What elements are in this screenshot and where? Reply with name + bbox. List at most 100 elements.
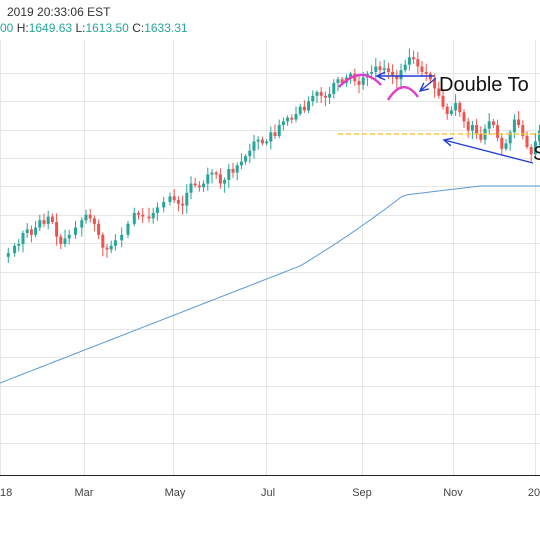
candle-body [467,121,470,130]
candle-body [303,107,306,111]
candle-body [471,125,474,130]
candle-body [500,138,503,149]
candle-body [244,156,247,161]
candle-body [64,239,67,244]
candle-body [450,110,453,114]
candle-body [110,246,113,250]
candle-body [17,244,20,246]
x-tick-label: May [165,487,186,499]
candle-body [362,77,365,84]
candle-body [391,72,394,76]
candle-body [227,169,230,180]
candle-body [80,220,83,227]
candle-body [169,196,172,201]
candle-body [43,220,46,224]
candle-body [198,185,201,187]
candle-body [416,59,419,66]
candle-body [442,96,445,107]
candle-body [34,228,37,235]
candle-body [223,180,226,184]
candle-body [206,174,209,183]
candle-body [101,235,104,248]
candle-body [148,217,151,219]
candle-body [479,134,482,139]
candle-body [337,79,340,83]
candle-body [324,96,327,98]
candle-body [211,173,214,175]
candle-body [517,120,520,125]
candle-body [114,240,117,245]
candle-body [253,142,256,151]
support-label: S [533,143,540,165]
ohlc-values: 00 H:1649.63 L:1613.50 C:1633.31 [0,20,188,36]
candle-body [475,125,478,134]
close-label: C: [132,21,144,35]
candle-body [236,165,239,172]
candle-body [30,229,33,234]
candle-body [232,169,235,173]
open-value: 00 [0,21,13,35]
candle-body [425,72,428,74]
candle-body [141,215,144,217]
candle-body [265,142,268,144]
candle-body [173,196,176,200]
low-value: 1613.50 [85,21,128,35]
ohlc-header: 2019 20:33:06 EST 00 H:1649.63 L:1613.50… [0,4,188,36]
low-label: L: [75,21,85,35]
candle-body [240,162,243,166]
candle-body [492,121,495,125]
candle-body [505,143,508,148]
candle-body [133,213,136,224]
candle-body [269,132,272,141]
candle-body [162,202,165,207]
candle-body [51,217,54,222]
candle-body [120,235,123,240]
candle-body [22,233,25,244]
candle-body [387,68,390,72]
candle-body [358,81,361,85]
candle-body [400,70,403,79]
candle-body [127,224,130,235]
candle-body [408,57,411,64]
candle-body [412,57,415,59]
candle-body [74,228,77,235]
candle-body [404,65,407,70]
candle-body [316,92,319,96]
candle-body [526,136,529,147]
candle-body [282,121,285,125]
candle-body [47,217,50,224]
candle-body [190,184,193,193]
candle-body [320,92,323,96]
candle-body [215,173,218,175]
candle-body [307,101,310,110]
candle-body [156,207,159,212]
x-tick-label: 20 [528,487,540,499]
candle-body [68,235,71,239]
candle-body [85,215,88,220]
candle-body [286,118,289,122]
candle-body [59,237,62,244]
candle-body [7,253,10,257]
candle-body [496,125,499,138]
candle-body [328,94,331,98]
candle-body [177,200,180,204]
candle-body [454,103,457,110]
candle-body [311,96,314,101]
candle-body [374,66,377,71]
candle-body [370,72,373,74]
high-label: H: [17,21,29,35]
candle-body [194,184,197,186]
candle-body [463,112,466,121]
candle-body [26,229,29,233]
candle-body [332,83,335,94]
candle-body [248,151,251,156]
close-value: 1633.31 [144,21,187,35]
arrow-to-support [444,140,533,163]
candle-body [181,204,184,206]
candle-body [257,140,260,142]
candle-body [202,184,205,188]
candle-body [488,121,491,128]
candle-body [185,193,188,206]
